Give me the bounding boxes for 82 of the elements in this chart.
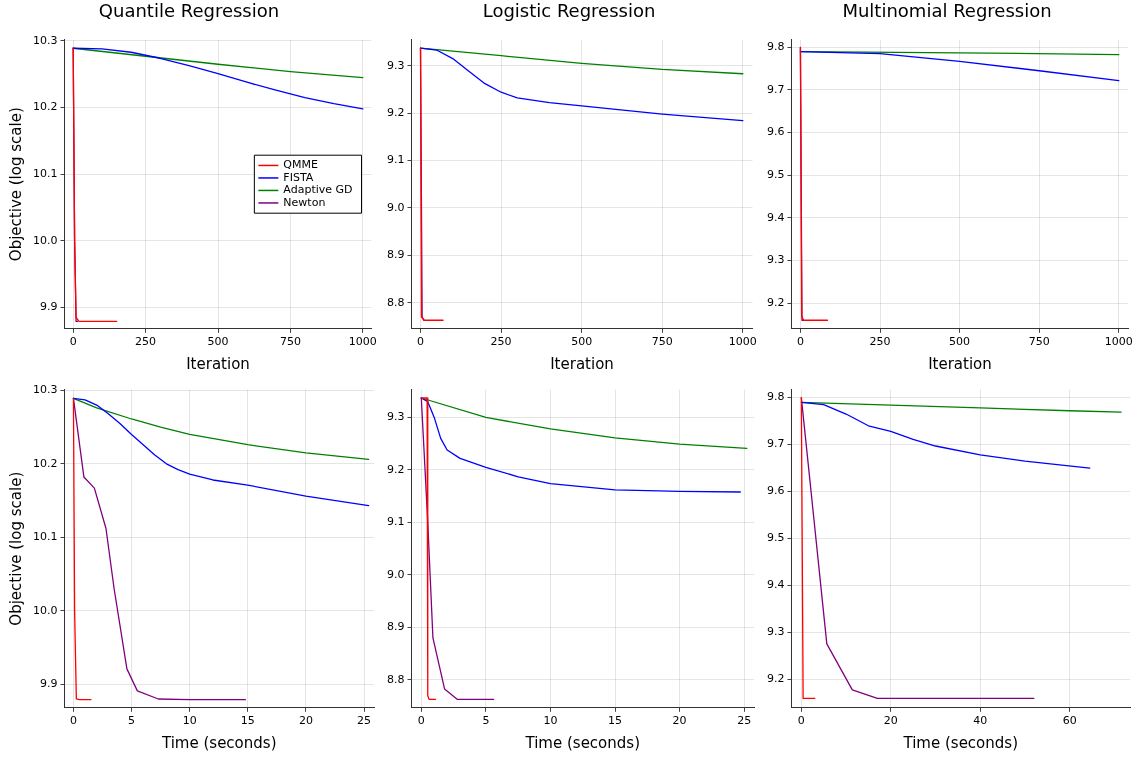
x-tick-label: 60	[1062, 714, 1077, 728]
x-tick-label: 750	[279, 335, 301, 349]
x-tick-label: 25	[737, 714, 752, 728]
y-tick-label: 9.1	[386, 515, 405, 529]
chart-title: Multinomial Regression	[842, 0, 1052, 22]
y-tick-label: 10.2	[32, 100, 58, 114]
x-tick-label: 1000	[348, 335, 377, 349]
x-tick-label: 10	[543, 714, 558, 728]
chart-title: Quantile Regression	[98, 0, 280, 22]
y-tick-label: 10.0	[32, 233, 58, 247]
x-tick-label: 250	[490, 335, 512, 349]
y-tick-label: 8.8	[386, 295, 405, 309]
legend-label: QMME	[283, 158, 318, 172]
y-tick-label: 9.6	[766, 484, 785, 498]
y-tick-label: 9.1	[386, 153, 405, 167]
y-tick-label: 9.5	[766, 531, 785, 545]
x-axis-title: Iteration	[928, 354, 992, 373]
x-tick-label: 0	[69, 335, 77, 349]
x-tick-label: 500	[949, 335, 971, 349]
x-tick-label: 25	[357, 714, 371, 728]
x-tick-label: 750	[651, 335, 673, 349]
y-axis-title: Objective (log scale)	[6, 471, 25, 626]
y-tick-label: 10.3	[32, 383, 58, 397]
x-axis-title: Time (seconds)	[524, 733, 640, 752]
y-tick-label: 9.9	[39, 677, 58, 691]
x-axis-title: Time (seconds)	[902, 733, 1018, 752]
y-tick-label: 9.0	[386, 200, 405, 214]
chart-title: Logistic Regression	[482, 0, 656, 22]
y-tick-label: 9.7	[766, 437, 785, 451]
x-tick-label: 750	[1028, 335, 1050, 349]
y-tick-label: 9.2	[766, 672, 785, 686]
x-tick-label: 15	[240, 714, 255, 728]
y-tick-label: 9.8	[766, 390, 785, 404]
x-tick-label: 250	[135, 335, 157, 349]
x-tick-label: 20	[883, 714, 898, 728]
x-tick-label: 10	[182, 714, 197, 728]
y-axis-title: Objective (log scale)	[6, 107, 25, 262]
y-tick-label: 9.7	[766, 82, 785, 96]
legend-label: Newton	[283, 195, 326, 209]
x-axis-title: Iteration	[186, 354, 250, 373]
y-tick-label: 10.1	[32, 530, 58, 544]
y-tick-label: 9.8	[766, 40, 785, 54]
y-tick-label: 10.2	[32, 456, 58, 470]
legend-label: FISTA	[283, 170, 314, 184]
y-tick-label: 9.2	[386, 105, 405, 119]
x-tick-label: 500	[207, 335, 229, 349]
x-tick-label: 0	[69, 714, 77, 728]
y-tick-label: 10.1	[32, 167, 58, 181]
x-tick-label: 20	[672, 714, 687, 728]
y-tick-label: 9.5	[766, 168, 785, 182]
x-tick-label: 1000	[1104, 335, 1133, 349]
y-tick-label: 9.0	[386, 567, 405, 581]
x-tick-label: 250	[869, 335, 891, 349]
x-axis-title: Iteration	[550, 354, 614, 373]
y-tick-label: 9.9	[39, 300, 58, 314]
y-tick-label: 8.9	[386, 248, 405, 262]
y-tick-label: 8.8	[386, 672, 405, 686]
y-tick-label: 9.3	[766, 625, 785, 639]
x-tick-label: 0	[796, 335, 804, 349]
y-tick-label: 10.3	[32, 33, 58, 47]
y-tick-label: 9.3	[766, 253, 785, 267]
y-tick-label: 10.0	[32, 603, 58, 617]
y-tick-label: 8.9	[386, 620, 405, 634]
x-tick-label: 0	[797, 714, 805, 728]
x-tick-label: 0	[417, 335, 425, 349]
y-tick-label: 9.3	[386, 58, 405, 72]
x-tick-label: 40	[973, 714, 988, 728]
x-tick-label: 5	[128, 714, 136, 728]
y-tick-label: 9.2	[766, 296, 785, 310]
x-tick-label: 5	[482, 714, 490, 728]
y-tick-label: 9.4	[766, 210, 785, 224]
y-tick-label: 9.3	[386, 410, 405, 424]
x-tick-label: 20	[298, 714, 313, 728]
x-tick-label: 0	[417, 714, 425, 728]
x-tick-label: 1000	[728, 335, 757, 349]
legend-label: Adaptive GD	[283, 183, 353, 197]
x-tick-label: 500	[571, 335, 593, 349]
y-tick-label: 9.2	[386, 462, 405, 476]
x-tick-label: 15	[608, 714, 623, 728]
y-tick-label: 9.6	[766, 125, 785, 139]
x-axis-title: Time (seconds)	[161, 733, 277, 752]
y-tick-label: 9.4	[766, 578, 785, 592]
